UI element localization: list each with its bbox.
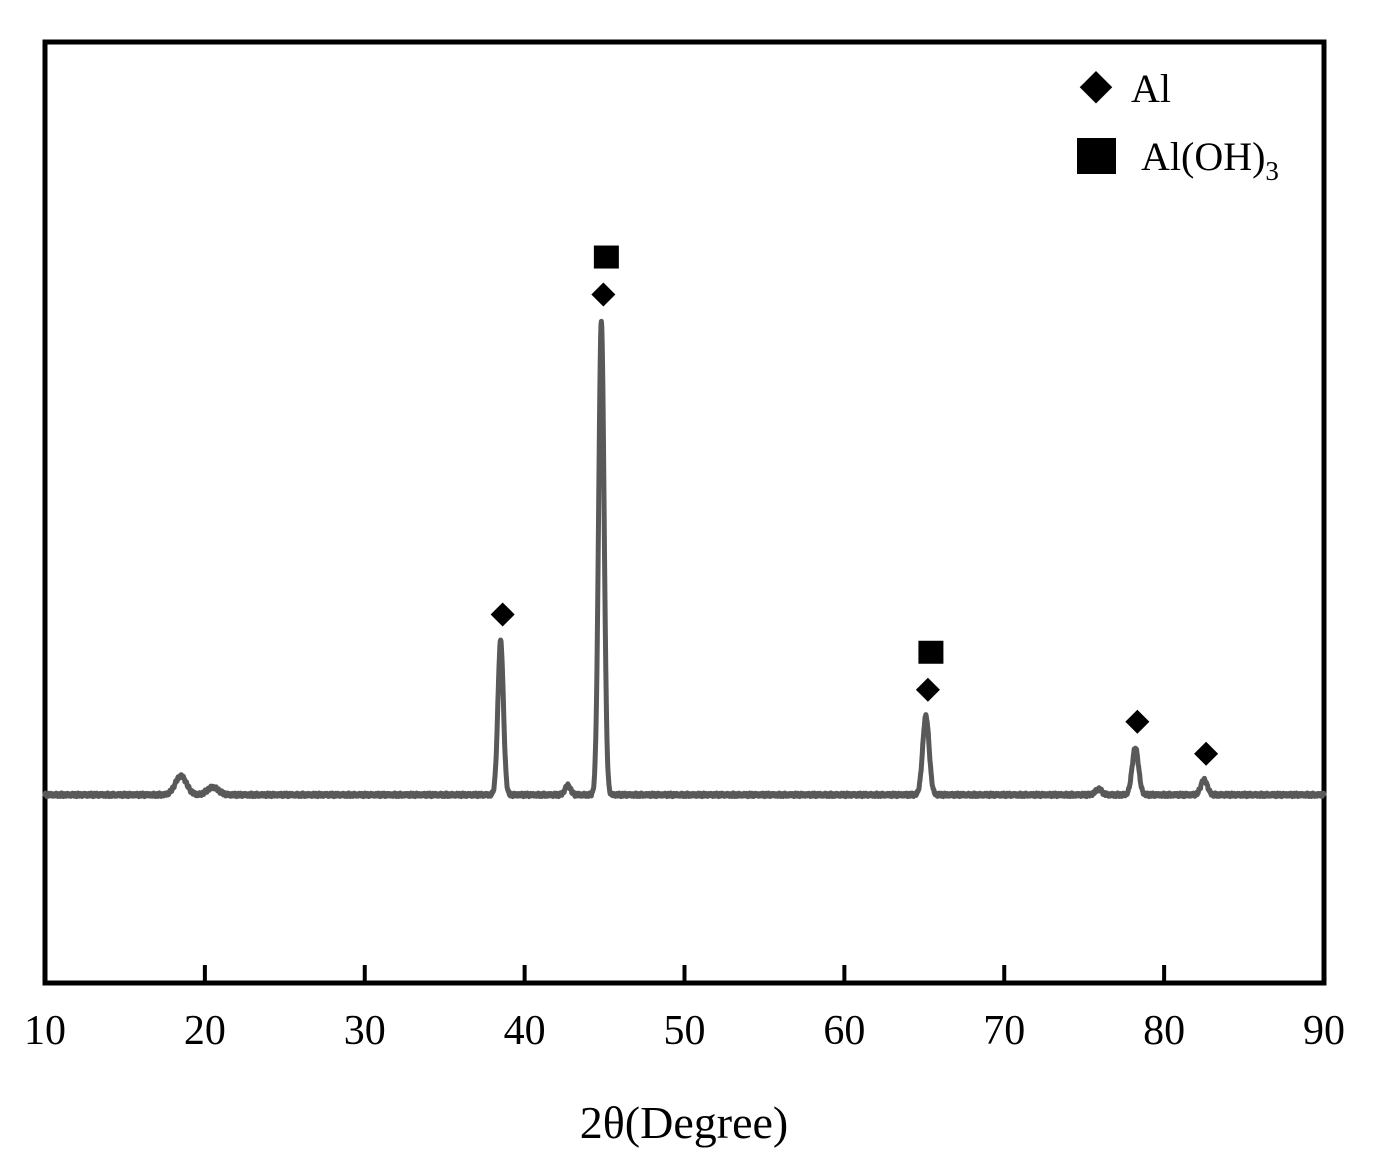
peak-diamond-marker (490, 602, 515, 627)
peak-square-marker (593, 245, 619, 269)
x-tick-label: 50 (664, 1008, 706, 1054)
peak-diamond-marker (591, 282, 616, 307)
x-tick-label: 70 (983, 1008, 1025, 1054)
peak-square-marker (918, 640, 944, 664)
x-axis-label: 2θ(Degree) (580, 1097, 788, 1148)
x-tick-label: 30 (344, 1008, 386, 1054)
x-tick-label: 90 (1303, 1008, 1345, 1054)
plot-frame (42, 39, 1327, 986)
x-tick-label: 20 (184, 1008, 226, 1054)
x-tick-label: 40 (504, 1008, 546, 1054)
peak-diamond-marker (1194, 741, 1219, 766)
legend: Al Al(OH)3 (1077, 66, 1279, 186)
legend-square-marker (1077, 138, 1116, 174)
legend-label-aloh3: Al(OH)3 (1141, 134, 1279, 186)
legend-label-aloh3-subscript: 3 (1265, 156, 1279, 186)
xrd-pattern-line (42, 318, 1327, 800)
x-tick-label: 60 (823, 1008, 865, 1054)
peak-diamond-marker (915, 677, 940, 702)
legend-diamond-marker (1079, 71, 1113, 104)
x-tick-label: 10 (24, 1008, 66, 1054)
peak-diamond-marker (1125, 709, 1150, 734)
x-ticks: 10 20 30 40 50 60 70 80 90 (24, 965, 1345, 1054)
legend-label-al: Al (1131, 66, 1171, 111)
x-tick-label: 80 (1143, 1008, 1185, 1054)
legend-label-aloh3-main: Al(OH) (1141, 134, 1265, 179)
